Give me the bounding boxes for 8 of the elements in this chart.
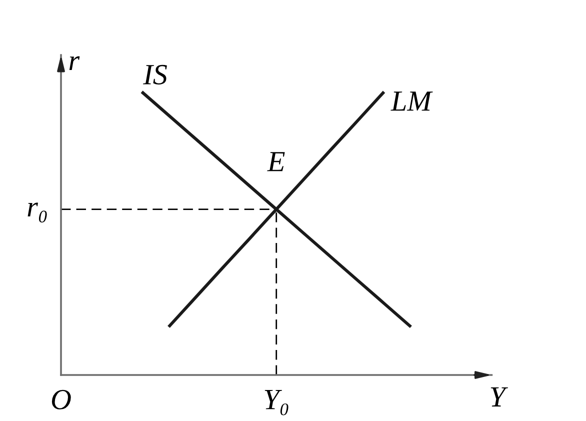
annotation: E xyxy=(267,152,285,172)
ref-line-label: r₀ xyxy=(28,202,47,222)
x-tick-label: Y₀ xyxy=(264,390,288,416)
series-label: LM xyxy=(390,92,433,111)
x-tick-label: O xyxy=(52,390,71,410)
x-axis-title: Y xyxy=(490,387,508,406)
series-label: IS xyxy=(143,64,167,84)
y-axis-title: r xyxy=(69,56,80,70)
